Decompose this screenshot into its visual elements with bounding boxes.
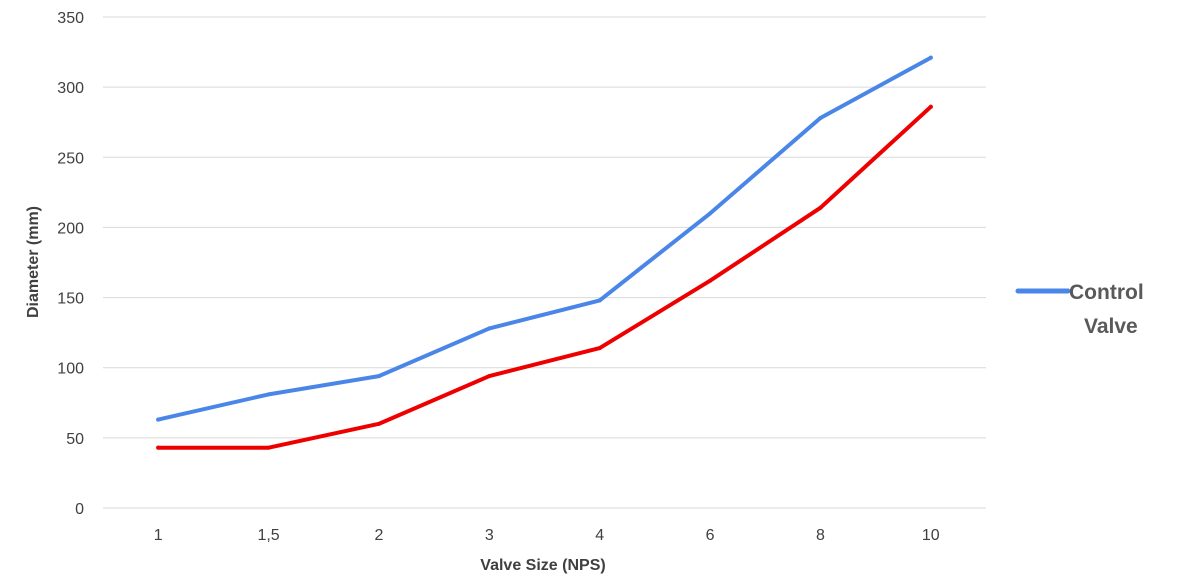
gridlines xyxy=(103,16,986,509)
data-point-s0-0 xyxy=(156,417,161,422)
legend-label-control-valve: Control Valve xyxy=(1069,281,1144,338)
data-point-s0-6 xyxy=(818,116,823,121)
data-point-s1-6 xyxy=(818,205,823,210)
x-axis-ticks: 1 1,5 2 3 4 6 8 10 xyxy=(154,527,940,544)
data-point-s1-2 xyxy=(376,421,381,426)
y-tick-label: 350 xyxy=(57,10,84,27)
x-tick-label: 6 xyxy=(706,527,715,544)
data-point-s0-1 xyxy=(266,392,271,397)
data-point-s0-3 xyxy=(487,326,492,331)
data-point-s1-3 xyxy=(487,374,492,379)
data-point-s1-5 xyxy=(708,278,713,283)
series-lines xyxy=(156,55,933,450)
y-tick-label: 250 xyxy=(57,150,84,167)
y-tick-label: 200 xyxy=(57,220,84,237)
data-point-s1-1 xyxy=(266,445,271,450)
x-tick-label: 2 xyxy=(374,527,383,544)
series-line-0 xyxy=(156,55,933,422)
x-tick-label: 1,5 xyxy=(257,527,279,544)
x-tick-label: 4 xyxy=(595,527,604,544)
y-tick-label: 300 xyxy=(57,80,84,97)
y-tick-label: 50 xyxy=(66,431,84,448)
data-point-s0-5 xyxy=(708,211,713,216)
data-point-s1-4 xyxy=(597,346,602,351)
y-axis-title: Diameter (mm) xyxy=(25,206,42,318)
x-tick-label: 3 xyxy=(485,527,494,544)
data-point-s1-0 xyxy=(156,445,161,450)
y-tick-label: 0 xyxy=(75,501,84,518)
x-tick-label: 1 xyxy=(154,527,163,544)
data-point-s0-7 xyxy=(928,55,933,60)
legend: Control Valve xyxy=(1015,281,1144,338)
x-tick-label: 10 xyxy=(922,527,940,544)
y-tick-label: 100 xyxy=(57,361,84,378)
y-tick-label: 150 xyxy=(57,291,84,308)
series-line-1 xyxy=(156,104,933,450)
x-tick-label: 8 xyxy=(816,527,825,544)
x-axis-title: Valve Size (NPS) xyxy=(480,557,605,574)
y-axis-ticks: 0 50 100 150 200 250 300 350 xyxy=(57,10,84,518)
data-point-s0-2 xyxy=(376,374,381,379)
data-point-s0-4 xyxy=(597,298,602,303)
data-point-s1-7 xyxy=(928,104,933,109)
